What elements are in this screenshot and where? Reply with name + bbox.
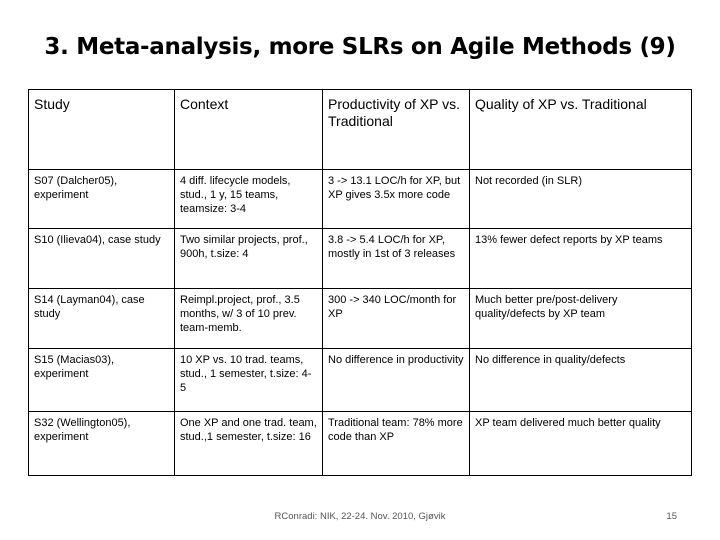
header-productivity: Productivity of XP vs. Traditional <box>322 89 470 170</box>
cell-context: One XP and one trad. team, stud.,1 semes… <box>174 411 323 476</box>
footer-text: RConradi: NIK, 22-24. Nov. 2010, Gjøvik <box>274 511 446 522</box>
page-number: 15 <box>666 511 677 522</box>
table-row: S07 (Dalcher05), experiment 4 diff. life… <box>28 169 692 229</box>
cell-study: S14 (Layman04), case study <box>28 288 175 349</box>
header-study: Study <box>28 89 175 170</box>
cell-context: Reimpl.project, prof., 3.5 months, w/ 3 … <box>174 288 323 349</box>
cell-context: 10 XP vs. 10 trad. teams, stud., 1 semes… <box>174 348 323 412</box>
cell-study: S10 (Ilieva04), case study <box>28 228 175 289</box>
header-quality: Quality of XP vs. Traditional <box>469 89 692 170</box>
cell-quality: 13% fewer defect reports by XP teams <box>469 228 692 289</box>
table-header-row: Study Context Productivity of XP vs. Tra… <box>28 89 692 170</box>
slr-table: Study Context Productivity of XP vs. Tra… <box>28 89 692 476</box>
table-row: S10 (Ilieva04), case study Two similar p… <box>28 228 692 289</box>
cell-productivity: No difference in productivity <box>322 348 470 412</box>
cell-quality: Not recorded (in SLR) <box>469 169 692 229</box>
cell-quality: XP team delivered much better quality <box>469 411 692 476</box>
cell-productivity: 3.8 -> 5.4 LOC/h for XP, mostly in 1st o… <box>322 228 470 289</box>
cell-study: S15 (Macias03), experiment <box>28 348 175 412</box>
cell-study: S32 (Wellington05), experiment <box>28 411 175 476</box>
cell-productivity: 300 -> 340 LOC/month for XP <box>322 288 470 349</box>
cell-productivity: Traditional team: 78% more code than XP <box>322 411 470 476</box>
cell-productivity: 3 -> 13.1 LOC/h for XP, but XP gives 3.5… <box>322 169 470 229</box>
slide-title: 3. Meta-analysis, more SLRs on Agile Met… <box>44 34 676 60</box>
cell-quality: No difference in quality/defects <box>469 348 692 412</box>
table-row: S14 (Layman04), case study Reimpl.projec… <box>28 288 692 349</box>
cell-context: Two similar projects, prof., 900h, t.siz… <box>174 228 323 289</box>
cell-quality: Much better pre/post-delivery quality/de… <box>469 288 692 349</box>
header-context: Context <box>174 89 323 170</box>
table-row: S32 (Wellington05), experiment One XP an… <box>28 411 692 476</box>
table-row: S15 (Macias03), experiment 10 XP vs. 10 … <box>28 348 692 412</box>
cell-study: S07 (Dalcher05), experiment <box>28 169 175 229</box>
cell-context: 4 diff. lifecycle models, stud., 1 y, 15… <box>174 169 323 229</box>
